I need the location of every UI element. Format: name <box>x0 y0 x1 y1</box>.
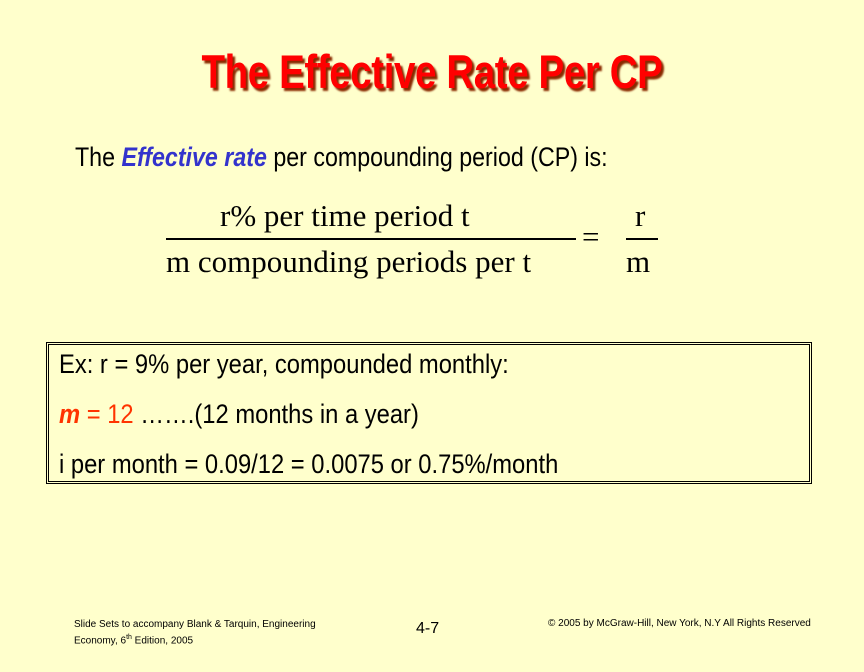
example-m-variable: m <box>59 399 81 429</box>
footer-credit-edition: Economy, 6 <box>74 635 127 647</box>
fraction-bar-right <box>626 238 658 240</box>
footer-credit-line-1: Slide Sets to accompany Blank & Tarquin,… <box>74 619 316 630</box>
fraction-bar-left <box>166 238 576 240</box>
footer-credit-year: Edition, 2005 <box>131 635 194 647</box>
page-number: 4-7 <box>416 620 440 637</box>
example-line-1: Ex: r = 9% per year, compounded monthly: <box>59 349 509 379</box>
formula-numerator-right: r <box>635 198 646 233</box>
footer-credit: Slide Sets to accompany Blank & Tarquin,… <box>74 618 344 647</box>
formula-denominator-left: m compounding periods per t <box>166 244 532 279</box>
example-m-note: …….(12 months in a year) <box>133 399 419 429</box>
example-line-2: m = 12 …….(12 months in a year) <box>59 399 419 430</box>
footer-credit-sup: th <box>126 634 132 641</box>
intro-after: per compounding period (CP) is: <box>266 142 608 172</box>
example-m-value: 12 <box>107 399 134 429</box>
example-line-3: i per month = 0.09/12 = 0.0075 or 0.75%/… <box>59 449 559 479</box>
formula-denominator-right: m <box>626 244 651 279</box>
example-box: Ex: r = 9% per year, compounded monthly:… <box>46 342 812 484</box>
formula-equals: = <box>582 219 600 254</box>
effective-rate-formula: r% per time period t m compounding perio… <box>160 196 680 286</box>
footer-credit-line-2: Economy, 6th Edition, 2005 <box>74 631 344 647</box>
intro-text: The Effective rate per compounding perio… <box>75 142 608 173</box>
example-m-equals: = <box>80 399 108 429</box>
slide-title: The Effective Rate Per CP <box>201 45 663 98</box>
copyright-notice: © 2005 by McGraw-Hill, New York, N.Y All… <box>548 618 811 629</box>
intro-before: The <box>75 142 122 172</box>
intro-emphasis: Effective rate <box>121 142 267 172</box>
formula-numerator-left: r% per time period t <box>220 198 470 233</box>
